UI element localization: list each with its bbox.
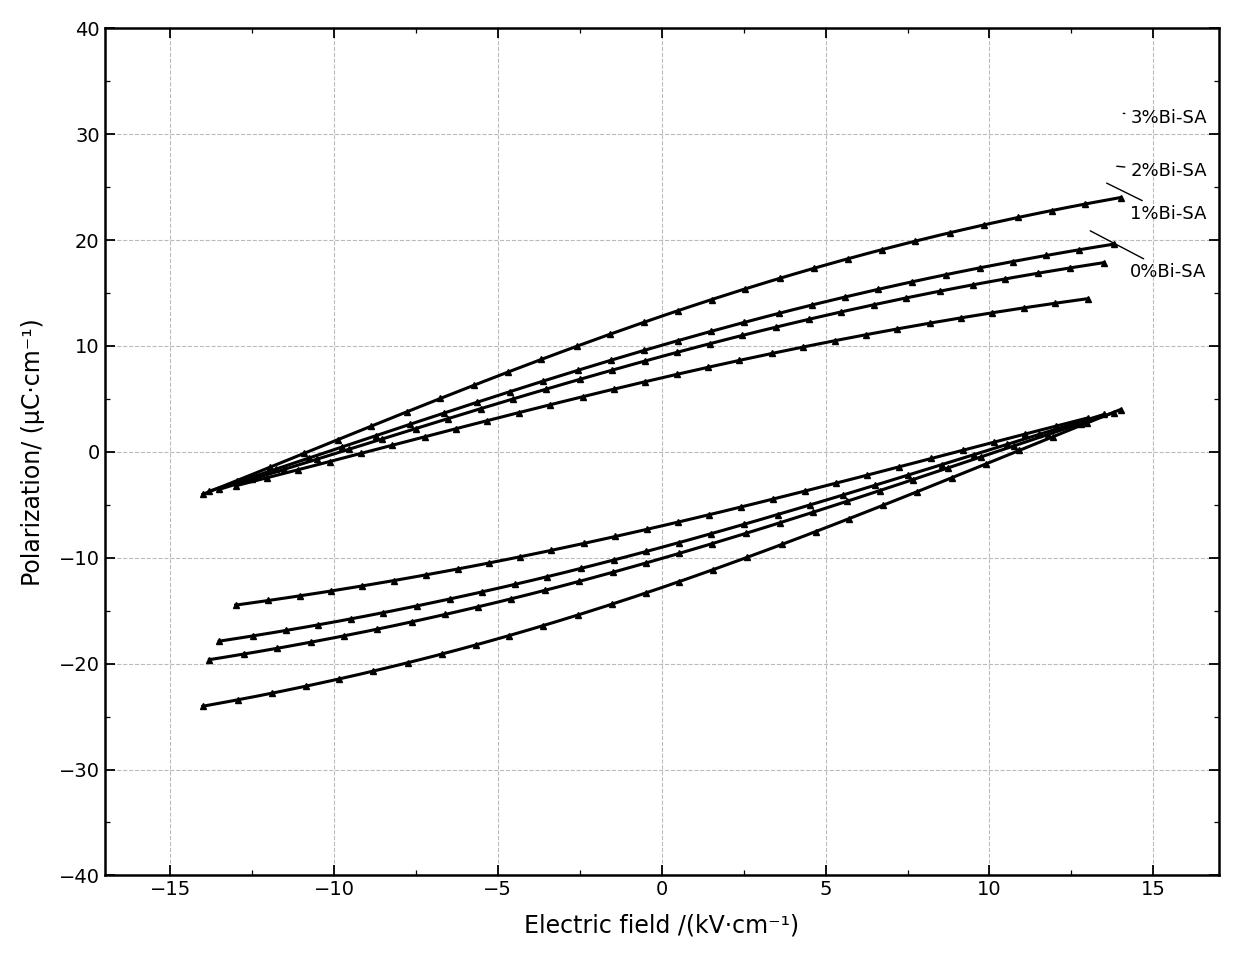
- Text: 0%Bi-SA: 0%Bi-SA: [1090, 231, 1207, 281]
- Text: 1%Bi-SA: 1%Bi-SA: [1106, 183, 1207, 222]
- Y-axis label: Polarization/ (μC·cm⁻¹): Polarization/ (μC·cm⁻¹): [21, 318, 45, 585]
- X-axis label: Electric field /(kV·cm⁻¹): Electric field /(kV·cm⁻¹): [525, 913, 800, 937]
- Text: 2%Bi-SA: 2%Bi-SA: [1117, 162, 1207, 180]
- Text: 3%Bi-SA: 3%Bi-SA: [1123, 109, 1207, 127]
